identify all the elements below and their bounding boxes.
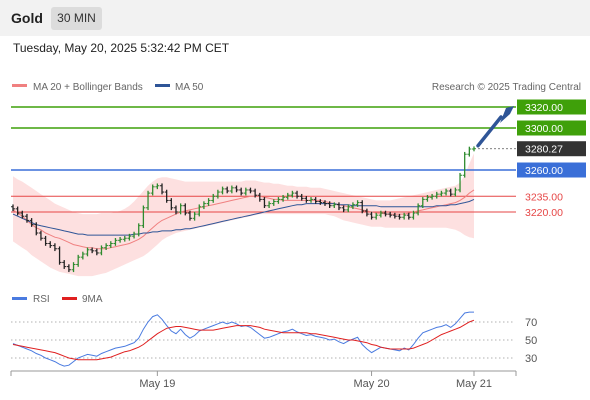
level-tag-3280-27	[517, 141, 586, 157]
price-panel: 3320.00 3300.00 3280.27 3260.00 3235.00 3220.…	[11, 99, 586, 277]
instrument-title: Gold	[11, 10, 43, 26]
level-tag-3260-00	[517, 162, 586, 178]
time-axis-label: May 21	[456, 378, 492, 390]
rsi-ma-legend-swatch	[62, 297, 77, 300]
ma50-line	[12, 198, 475, 236]
level-label-3300-00: 3300.00	[525, 123, 563, 135]
rsi-legend-swatch	[12, 297, 27, 300]
forecast-arrow-head	[500, 106, 514, 123]
ma50-legend-swatch	[155, 84, 170, 87]
time-axis: May 19 May 20 May 21	[10, 370, 517, 390]
ma50-legend-label: MA 50	[175, 82, 204, 93]
ma20-line	[12, 189, 475, 250]
level-tag-3300-00	[517, 120, 586, 136]
rsi-panel: 70 50 30	[11, 311, 537, 367]
header-bar: Gold 30 MIN	[0, 0, 590, 36]
chart-datetime: Tuesday, May 20, 2025 5:32:42 PM CET	[13, 41, 230, 55]
level-label-3260-00: 3260.00	[525, 165, 563, 177]
rsi-tick-label: 50	[525, 335, 537, 347]
ma20-legend-label: MA 20 + Bollinger Bands	[33, 82, 143, 93]
rsi-tick-label: 70	[525, 317, 537, 329]
price-legend: MA 20 + Bollinger Bands MA 50 Research ©…	[12, 82, 581, 93]
rsi-ma-line	[12, 319, 475, 361]
bollinger-band	[13, 153, 474, 277]
level-label-3280-27: 3280.27	[525, 144, 563, 156]
rsi-ma-legend-label: 9MA	[82, 294, 103, 305]
time-axis-label: May 20	[354, 378, 390, 390]
level-tag-3320-00	[517, 99, 586, 115]
copyright-text: Research © 2025 Trading Central	[432, 82, 581, 93]
rsi-tick-label: 30	[525, 353, 537, 365]
forecast-arrow-shaft	[476, 115, 503, 148]
rsi-legend: RSI 9MA	[12, 294, 103, 305]
level-label-3320-00: 3320.00	[525, 102, 563, 114]
time-axis-label: May 19	[139, 378, 175, 390]
rsi-legend-label: RSI	[33, 294, 50, 305]
ma20-legend-swatch	[12, 84, 27, 87]
timeframe-button[interactable]: 30 MIN	[51, 7, 102, 30]
level-label-3235-00: 3235.00	[525, 191, 563, 203]
level-label-3220-00: 3220.00	[525, 207, 563, 219]
